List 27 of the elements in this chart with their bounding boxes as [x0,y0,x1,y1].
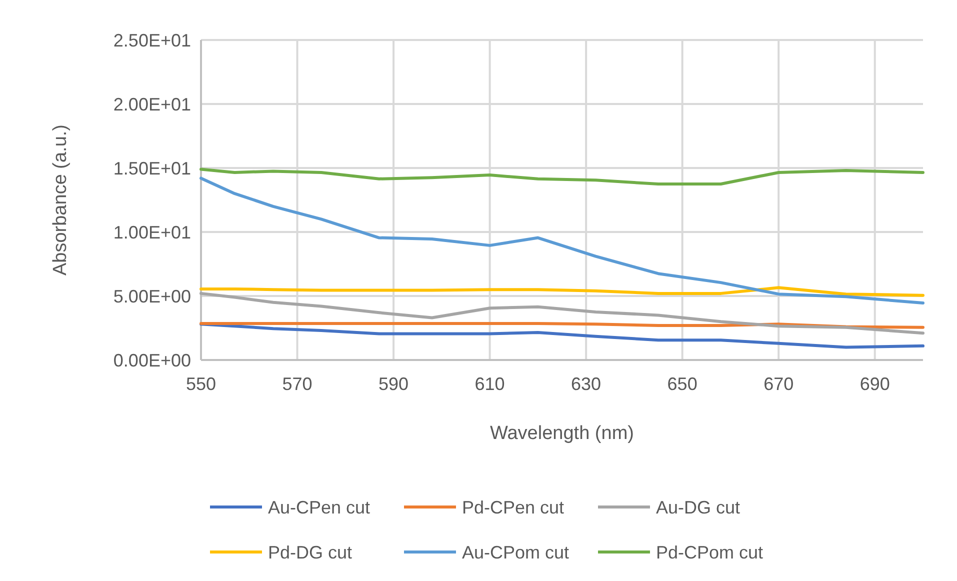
legend-label: Au-DG cut [656,497,740,518]
x-tick-label: 610 [474,374,505,394]
x-tick-label: 570 [282,374,312,394]
x-tick-label: 630 [571,374,602,394]
line-series [200,286,924,297]
x-tick-label: 650 [667,374,698,394]
line-series [200,176,924,305]
x-tick-label: 590 [378,374,409,394]
legend-label: Au-CPen cut [268,497,370,518]
legend-label: Au-CPom cut [462,542,570,562]
x-tick-label: 690 [860,374,890,394]
y-tick-label: 2.00E+01 [113,94,191,114]
x-tick-label: 550 [186,374,216,394]
x-tick-label: 670 [764,374,794,394]
line-series [200,168,924,186]
line-series [200,322,924,349]
x-axis-title: Wavelength (nm) [490,423,634,444]
legend-label: Pd-CPom cut [656,542,764,562]
y-axis-title: Absorbance (a.u.) [50,124,71,276]
y-tick-label: 1.50E+01 [113,158,191,178]
y-tick-label: 0.00E+00 [113,350,191,370]
y-tick-label: 1.00E+01 [113,222,191,242]
y-tick-label: 5.00E+00 [113,286,191,306]
y-tick-label: 2.50E+01 [113,30,191,50]
line-series [200,292,924,335]
legend-label: Pd-DG cut [268,542,352,562]
legend-label: Pd-CPen cut [462,497,564,518]
